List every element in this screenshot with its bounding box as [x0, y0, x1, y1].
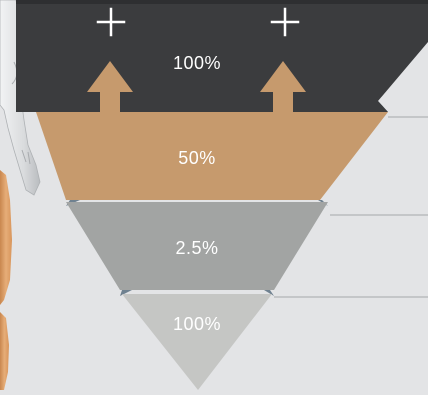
tier-top-label: 100%: [172, 53, 222, 73]
figure-leg-skin: [0, 312, 9, 390]
tier-third: [66, 202, 328, 290]
plus-icon: [270, 7, 300, 37]
figure-torso-skin: [0, 170, 12, 305]
tier-second: [36, 112, 388, 200]
tier-top-edge: [16, 0, 428, 4]
plus-icon: [96, 7, 126, 37]
tier-bottom-label: 100%: [172, 314, 222, 334]
arrow-up-icon: [260, 61, 306, 112]
guide-lines: [274, 116, 428, 298]
figure-skeleton-wrist: [21, 149, 31, 165]
arrow-up-icon: [87, 61, 133, 112]
tier-third-label: 2.5%: [175, 238, 219, 258]
tier-second-label: 50%: [178, 148, 216, 168]
tier-bottom: [122, 294, 272, 390]
